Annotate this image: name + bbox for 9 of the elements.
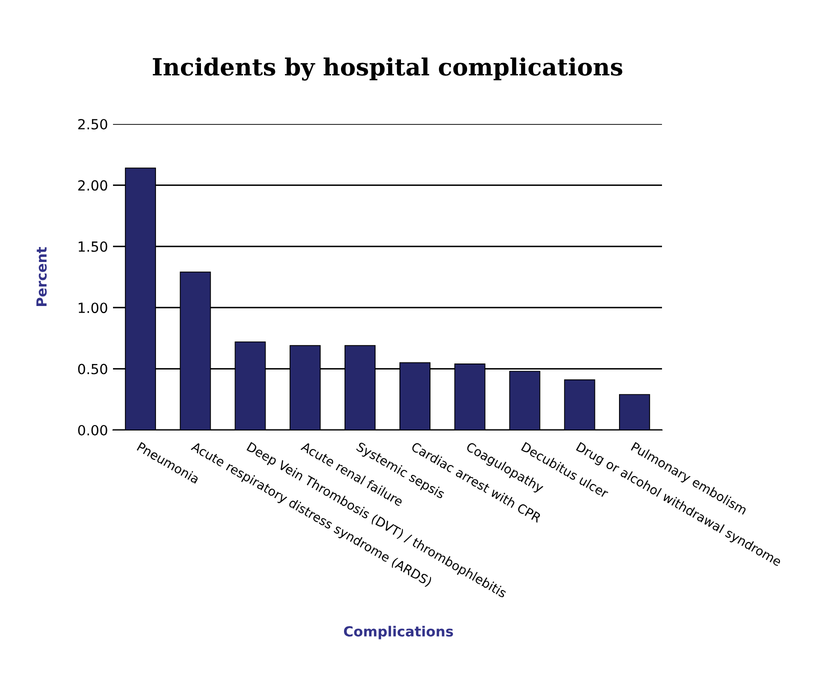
y-tick-label: 2.00: [78, 180, 108, 191]
y-tick-label: 0.50: [78, 364, 108, 374]
y-tick-label: 1.50: [78, 241, 108, 252]
y-tick-label: 2.50: [78, 118, 108, 130]
y-tick-label: 1.00: [78, 302, 108, 314]
chart-title: Incidents by hospital complications: [152, 57, 622, 81]
y-tick-label: 0.00: [78, 424, 108, 436]
y-axis-title: Percent: [36, 247, 47, 306]
x-axis-title: Complications: [344, 626, 454, 640]
